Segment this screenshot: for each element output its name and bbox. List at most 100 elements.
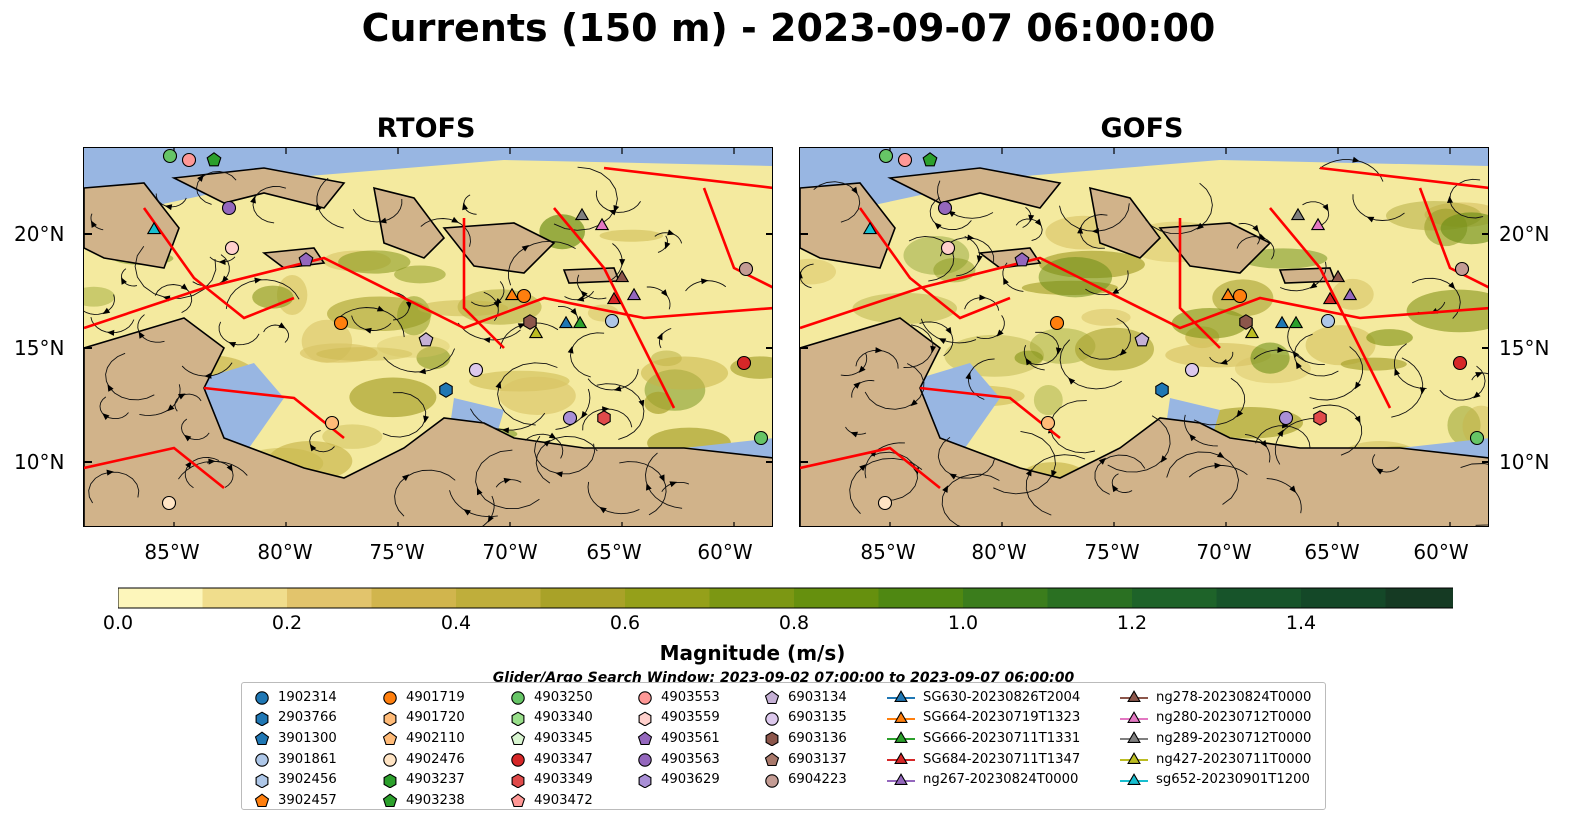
eez-boundary-line	[702, 187, 772, 289]
platform-marker	[1330, 269, 1346, 283]
legend-item: 4903250	[510, 687, 593, 708]
legend-item: 4903237	[382, 769, 465, 790]
lon-label-65w-left: 65°W	[586, 540, 642, 564]
streamline-arrow	[204, 372, 212, 379]
streamline-arrow	[580, 290, 588, 298]
land-mass	[1158, 222, 1272, 274]
legend-item-label: 4903349	[534, 772, 593, 788]
streamline-arrow	[177, 393, 186, 400]
eez-boundary-line	[462, 218, 505, 349]
legend-marker-symbol	[637, 732, 653, 746]
colorbar-tick-label: 1.0	[947, 612, 979, 634]
legend-item-label: 6903137	[788, 751, 847, 767]
legend-marker-icon	[1120, 772, 1148, 785]
legend-item: SG666-20230711T1331	[887, 728, 1080, 749]
eez-boundary-line	[1178, 218, 1221, 349]
streamline-arrow	[228, 342, 237, 348]
legend-item-label: 3901861	[278, 751, 337, 767]
legend-item: 4903559	[637, 708, 720, 729]
streamline-arrow	[315, 202, 322, 211]
platform-marker	[504, 287, 520, 301]
platform-marker	[574, 207, 590, 221]
legend-marker-icon	[254, 732, 270, 746]
eez-boundary-line	[858, 207, 1011, 320]
streamline-arrow	[1025, 357, 1032, 366]
legend-marker-icon	[511, 691, 525, 706]
colorbar-gradient	[117, 587, 1533, 609]
platform-marker	[468, 362, 484, 378]
current-magnitude-patch	[498, 376, 576, 415]
legend-item-label: sg652-20230901T1200	[1156, 772, 1310, 788]
streamline-arrow	[613, 385, 622, 392]
colorbar-tick-label: 1.4	[1285, 612, 1317, 634]
streamline-arrow	[576, 295, 585, 302]
legend-marker-icon	[765, 773, 779, 788]
legend-item: ng289-20230712T0000	[1120, 728, 1311, 749]
legend-item: 2903766	[254, 708, 337, 729]
streamline-arrow	[646, 483, 652, 491]
legend-item-label: ng278-20230824T0000	[1156, 689, 1312, 705]
streamline-arrow	[543, 439, 551, 447]
panel-title-rtofs: RTOFS	[376, 113, 476, 144]
current-magnitude-patch	[322, 424, 383, 449]
platform-marker	[594, 217, 610, 231]
current-magnitude-patch	[1165, 342, 1272, 368]
legend-marker-symbol	[894, 752, 908, 765]
streamline-arrow	[853, 381, 861, 389]
platform-marker	[1155, 382, 1169, 398]
current-magnitude-patch	[1250, 342, 1290, 374]
colorbar-tick-label: 0.2	[271, 612, 303, 634]
eez-boundary-line	[1418, 187, 1488, 289]
legend-marker-icon	[638, 773, 652, 788]
platform-marker	[572, 315, 588, 329]
platform-marker	[1040, 415, 1056, 431]
platform-marker	[1320, 313, 1336, 329]
lon-label-65w-right: 65°W	[1304, 540, 1360, 564]
legend-item: 6904223	[764, 769, 847, 790]
legend-item: 6903135	[764, 708, 847, 729]
streamline-arrow	[669, 481, 678, 488]
legend-marker-icon	[765, 712, 779, 726]
platform-marker	[753, 430, 769, 446]
streamline-arrow	[938, 338, 947, 344]
streamline-arrow	[1322, 203, 1329, 212]
streamline-arrow	[1068, 377, 1076, 385]
streamline-arrow	[700, 278, 709, 285]
current-magnitude-patch	[1440, 212, 1488, 245]
legend-item-label: 4901719	[406, 689, 465, 705]
legend-item-label: 6903136	[788, 730, 847, 746]
legend-marker-icon	[1120, 731, 1148, 744]
lon-label-85w-left: 85°W	[144, 540, 200, 564]
legend-marker-symbol	[255, 711, 269, 726]
colorbar-segment	[456, 588, 541, 608]
legend-marker-icon	[764, 752, 780, 767]
streamline-arrow	[1475, 372, 1483, 378]
legend-marker-icon	[383, 753, 397, 767]
streamline-arrow	[1260, 440, 1267, 448]
legend-column: 4903553 4903559 4903561 4903563 4903629	[637, 687, 720, 790]
streamline-arrow	[949, 473, 957, 480]
legend-marker-icon	[255, 711, 269, 726]
legend-item-label: 4903561	[661, 730, 720, 746]
platform-marker	[897, 152, 913, 168]
current-magnitude-patch	[1366, 329, 1413, 347]
current-magnitude-patch	[316, 347, 413, 361]
streamline-arrow	[996, 329, 1004, 337]
streamline-arrow	[1419, 387, 1426, 395]
streamline-arrow	[1119, 348, 1127, 356]
platform-marker	[937, 200, 953, 216]
current-magnitude-patch	[301, 319, 353, 364]
legend-item: 6903134	[764, 687, 847, 708]
legend-marker-symbol	[511, 753, 525, 767]
platform-marker	[516, 288, 532, 304]
streamline-arrow	[1160, 455, 1168, 463]
legend-marker-symbol	[511, 711, 525, 726]
streamline-arrow	[90, 220, 97, 228]
current-magnitude-patch	[1171, 307, 1248, 339]
shallow-water	[204, 363, 284, 448]
legend-marker-symbol	[383, 773, 397, 788]
current-streamline	[1460, 463, 1488, 526]
streamline-arrow	[859, 464, 867, 472]
legend-item-label: 3902457	[278, 792, 337, 808]
legend-marker-symbol	[1127, 752, 1141, 765]
